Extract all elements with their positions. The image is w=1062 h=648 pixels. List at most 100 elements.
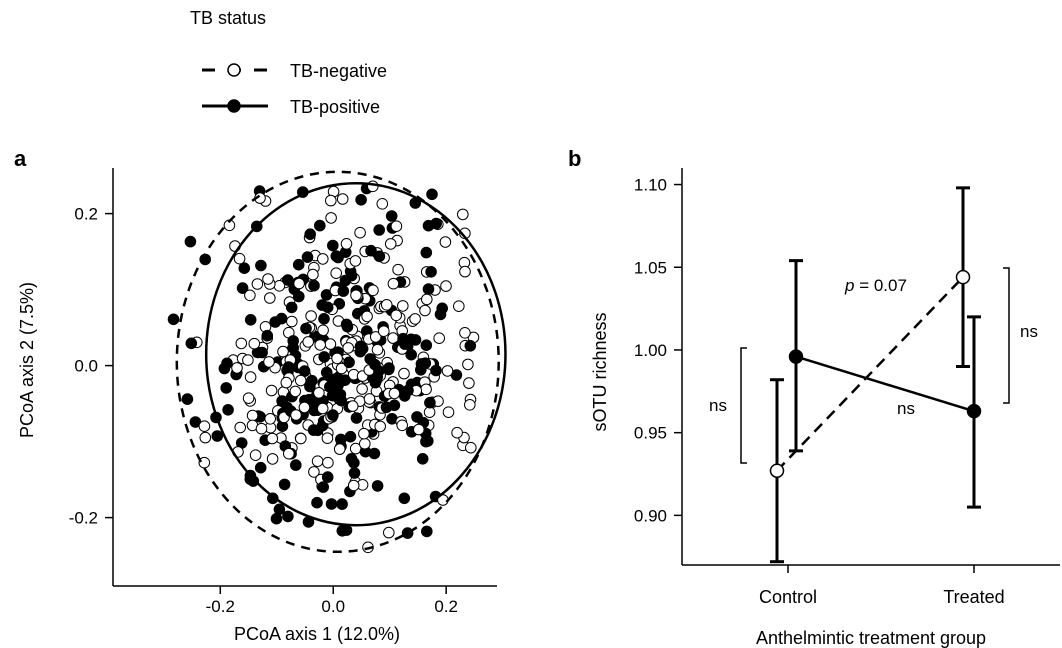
point-tb-positive	[336, 395, 347, 406]
point-tb-positive	[182, 394, 193, 405]
point-tb-positive	[168, 314, 179, 325]
point-tb-negative	[460, 328, 471, 339]
point-tb-negative	[343, 343, 354, 354]
point-tb-positive	[328, 240, 339, 251]
legend-open-circle	[228, 64, 240, 76]
point-tb-negative	[250, 450, 261, 461]
point-tb-positive	[318, 482, 329, 493]
point-tb-negative	[420, 305, 431, 316]
point-tb-negative	[341, 239, 352, 250]
point-tb-negative	[245, 290, 256, 301]
legend-item-tb-positive: TB-positive	[202, 97, 380, 117]
point-tb-negative	[398, 301, 409, 312]
point-tb-positive	[294, 291, 305, 302]
point-tb-negative	[466, 442, 477, 453]
point-tb-positive	[338, 286, 349, 297]
point-tb-negative	[350, 256, 361, 267]
point-tb-positive	[435, 309, 446, 320]
point-tb-negative	[235, 422, 246, 433]
point-tb-positive	[426, 267, 437, 278]
point-tb-positive	[416, 359, 427, 370]
point-tb-positive	[270, 317, 281, 328]
ns-label-treated: ns	[1020, 322, 1038, 341]
point-tb-positive	[212, 431, 223, 442]
y-tick-label: 1.00	[634, 341, 667, 360]
y-tick-label: 0.0	[74, 357, 98, 376]
point-tb-negative	[295, 375, 306, 386]
point-tb-negative	[359, 428, 370, 439]
point-tb-positive	[399, 493, 410, 504]
point-tb-negative	[351, 290, 362, 301]
y-tick-label: 0.90	[634, 506, 667, 525]
point-tb-negative	[236, 338, 247, 349]
legend: TB status TB-negative TB-positive	[190, 8, 387, 117]
point-tb-negative	[291, 410, 302, 421]
point-tb-negative	[249, 338, 260, 349]
point-tb-negative	[355, 227, 366, 238]
ns-label-middle: ns	[897, 399, 915, 418]
point-tb-negative	[771, 464, 784, 477]
point-tb-negative	[234, 253, 245, 264]
point-tb-negative	[264, 357, 275, 368]
point-tb-positive	[422, 526, 433, 537]
point-tb-negative	[391, 310, 402, 321]
point-tb-positive	[790, 350, 803, 363]
line-tb-negative	[777, 277, 963, 471]
point-tb-negative	[317, 403, 328, 414]
panel-b-ticks: 0.90 0.95 1.00 1.05 1.10 Control Treated	[634, 176, 1005, 607]
y-tick-label: 0.2	[74, 205, 98, 224]
point-tb-negative	[360, 438, 371, 449]
point-tb-positive	[346, 270, 357, 281]
point-tb-positive	[326, 499, 337, 510]
point-tb-positive	[349, 468, 360, 479]
point-tb-positive	[283, 362, 294, 373]
point-tb-positive	[340, 375, 351, 386]
point-tb-positive	[381, 402, 392, 413]
y-tick-label: 1.10	[634, 176, 667, 195]
point-tb-negative	[375, 421, 386, 432]
point-tb-positive	[322, 302, 333, 313]
point-tb-negative	[377, 199, 388, 210]
point-tb-positive	[312, 497, 323, 508]
point-tb-negative	[347, 401, 358, 412]
point-tb-negative	[306, 311, 317, 322]
point-tb-positive	[421, 247, 432, 258]
point-tb-negative	[397, 420, 408, 431]
point-tb-negative	[460, 266, 471, 277]
point-tb-negative	[443, 407, 454, 418]
point-tb-negative	[393, 264, 404, 275]
point-tb-negative	[331, 268, 342, 279]
y-tick-label: 0.95	[634, 424, 667, 443]
panel-b-x-label: Anthelmintic treatment group	[756, 628, 986, 648]
panel-b-series	[770, 188, 981, 562]
point-tb-negative	[422, 294, 433, 305]
bracket-control	[741, 348, 747, 463]
point-tb-positive	[305, 229, 316, 240]
point-tb-negative	[265, 414, 276, 425]
point-tb-negative	[267, 433, 278, 444]
point-tb-negative	[315, 340, 326, 351]
point-tb-negative	[284, 448, 295, 459]
point-tb-positive	[185, 236, 196, 247]
point-tb-negative	[452, 427, 463, 438]
x-tick-label: Control	[759, 587, 817, 607]
point-tb-negative	[267, 454, 278, 465]
point-tb-negative	[252, 279, 263, 290]
panel-b-letter: b	[568, 146, 581, 171]
point-tb-negative	[391, 221, 402, 232]
point-tb-negative	[389, 388, 400, 399]
point-tb-negative	[957, 271, 970, 284]
point-tb-positive	[322, 472, 333, 483]
x-tick-label: 0.2	[434, 597, 458, 616]
x-tick-label: Treated	[943, 587, 1004, 607]
legend-item-tb-negative: TB-negative	[202, 61, 387, 81]
point-tb-positive	[403, 385, 414, 396]
point-tb-negative	[299, 402, 310, 413]
point-tb-negative	[465, 400, 476, 411]
legend-title: TB status	[190, 8, 266, 28]
point-tb-negative	[381, 300, 392, 311]
ns-label-control: ns	[709, 396, 727, 415]
point-tb-negative	[384, 527, 395, 538]
point-tb-negative	[318, 254, 329, 265]
